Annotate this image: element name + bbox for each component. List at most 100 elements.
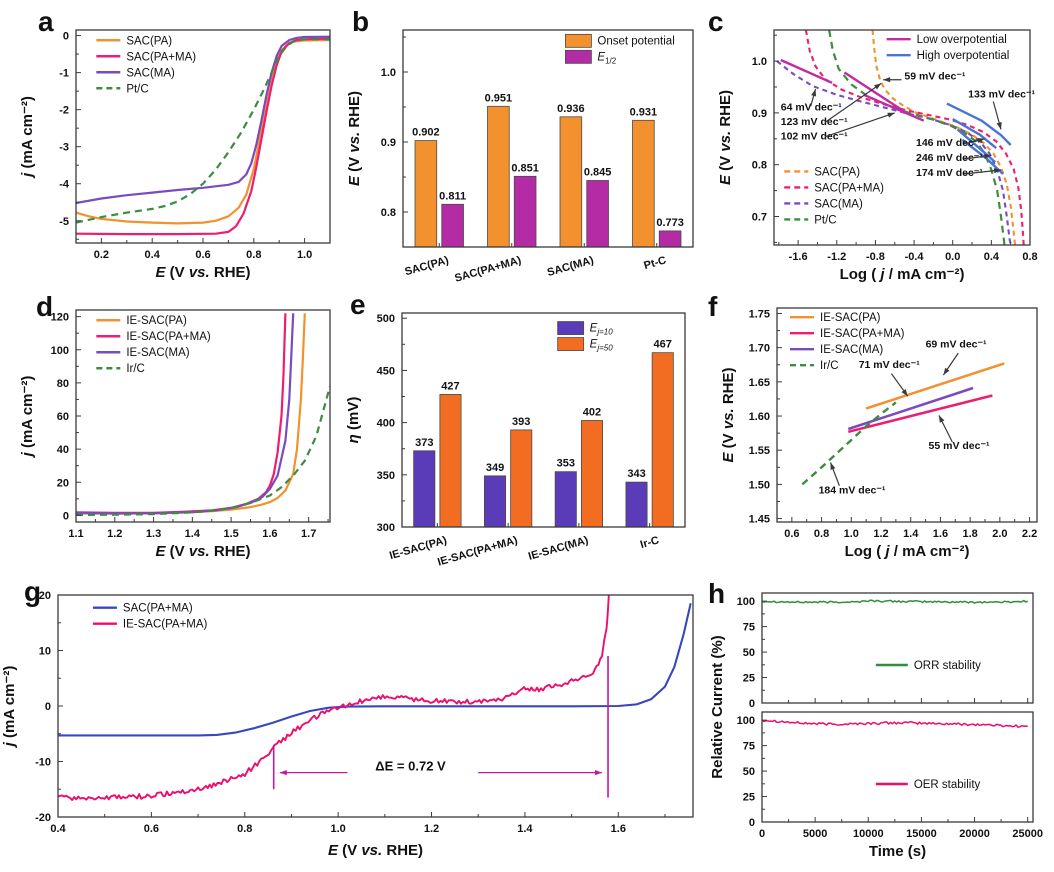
svg-text:25000: 25000 <box>1012 828 1043 840</box>
svg-text:0.8: 0.8 <box>752 160 767 172</box>
svg-text:-3: -3 <box>59 142 69 154</box>
svg-text:60: 60 <box>57 411 69 423</box>
svg-text:1.75: 1.75 <box>749 308 770 320</box>
svg-text:349: 349 <box>486 462 504 474</box>
svg-text:10: 10 <box>39 646 51 658</box>
svg-text:0.8: 0.8 <box>237 823 252 835</box>
svg-text:Ej=10: Ej=10 <box>590 323 614 337</box>
svg-text:0.4: 0.4 <box>145 249 161 261</box>
svg-text:2.0: 2.0 <box>992 528 1007 540</box>
svg-text:1.0: 1.0 <box>844 528 859 540</box>
svg-text:10000: 10000 <box>853 828 884 840</box>
svg-text:j (mA cm⁻²): j (mA cm⁻²) <box>19 96 36 179</box>
panel-letter-e: e <box>350 289 366 320</box>
panel-letter-d: d <box>36 291 54 322</box>
svg-text:71 mV dec⁻¹: 71 mV dec⁻¹ <box>859 359 920 371</box>
svg-text:123 mV dec⁻¹: 123 mV dec⁻¹ <box>781 116 848 128</box>
svg-text:1.60: 1.60 <box>749 411 770 423</box>
svg-text:0.7: 0.7 <box>752 212 767 224</box>
svg-text:Ir-C: Ir-C <box>639 534 661 551</box>
svg-text:69 mV dec⁻¹: 69 mV dec⁻¹ <box>926 339 987 351</box>
svg-text:E (V vs. RHE): E (V vs. RHE) <box>328 842 423 859</box>
svg-text:1.6: 1.6 <box>611 823 626 835</box>
svg-text:IE-SAC(PA+MA): IE-SAC(PA+MA) <box>820 328 905 340</box>
svg-text:427: 427 <box>441 380 459 392</box>
svg-text:SAC(PA): SAC(PA) <box>126 35 172 47</box>
svg-text:IE-SAC(PA): IE-SAC(PA) <box>820 312 881 324</box>
svg-text:0.9: 0.9 <box>381 137 396 149</box>
svg-text:343: 343 <box>627 468 645 480</box>
svg-text:Time (s): Time (s) <box>869 843 926 860</box>
svg-text:0.2: 0.2 <box>94 249 109 261</box>
panel-d-oer-lsv-chart: 1.1 1.2 1.3 1.4 1.5 1.6 1.7 0 20 40 60 80 100 120 E (V… <box>19 309 331 560</box>
panel-h-stability-chart: 0 25 50 75 100 Relative Current (%) ORR stabil… <box>709 592 1043 860</box>
svg-text:50: 50 <box>743 766 755 778</box>
svg-text:350: 350 <box>377 470 395 482</box>
svg-text:0: 0 <box>749 698 755 710</box>
svg-text:0.773: 0.773 <box>656 217 684 229</box>
svg-text:1.2: 1.2 <box>424 823 439 835</box>
svg-text:SAC(PA+MA): SAC(PA+MA) <box>814 182 884 194</box>
svg-text:500: 500 <box>377 313 395 325</box>
svg-text:1.2: 1.2 <box>873 528 888 540</box>
svg-text:j (mA cm⁻²): j (mA cm⁻²) <box>1 666 18 749</box>
svg-text:SAC(MA): SAC(MA) <box>546 254 595 279</box>
svg-text:-0.4: -0.4 <box>905 251 925 263</box>
svg-text:OER stability: OER stability <box>914 779 981 791</box>
svg-text:1.2: 1.2 <box>107 528 122 540</box>
svg-text:Log ( j / mA cm⁻²): Log ( j / mA cm⁻²) <box>840 266 965 283</box>
svg-text:Ir/C: Ir/C <box>126 363 145 375</box>
svg-text:SAC(PA): SAC(PA) <box>814 166 860 178</box>
svg-text:ΔE = 0.72 V: ΔE = 0.72 V <box>375 758 446 773</box>
svg-text:Log ( j / mA cm⁻²): Log ( j / mA cm⁻²) <box>845 543 970 560</box>
svg-text:1.8: 1.8 <box>962 528 977 540</box>
svg-text:1.7: 1.7 <box>301 528 316 540</box>
panel-letter-g: g <box>24 576 42 607</box>
svg-text:1.0: 1.0 <box>297 249 312 261</box>
svg-text:1.65: 1.65 <box>749 377 770 389</box>
svg-text:20: 20 <box>57 477 69 489</box>
svg-text:40: 40 <box>57 444 69 456</box>
svg-text:Onset potential: Onset potential <box>597 35 674 47</box>
svg-text:75: 75 <box>743 741 755 753</box>
svg-text:-1: -1 <box>59 68 69 80</box>
svg-text:0.0: 0.0 <box>945 251 960 263</box>
svg-text:80: 80 <box>57 378 69 390</box>
svg-text:E (V vs. RHE): E (V vs. RHE) <box>720 367 737 462</box>
svg-text:E (V vs. RHE): E (V vs. RHE) <box>346 91 363 186</box>
panel-letter-c: c <box>708 6 724 37</box>
svg-text:0.8: 0.8 <box>246 249 261 261</box>
svg-text:0.9: 0.9 <box>752 108 767 120</box>
svg-text:0.4: 0.4 <box>50 823 66 835</box>
panel-c-orr-tafel-chart: -1.6 -1.2 -0.8 -0.4 0.0 0.4 0.8 0.7 0.8 0.9 1.0 Log… <box>717 29 1038 283</box>
panel-letter-a: a <box>38 6 54 37</box>
svg-text:j (mA cm⁻²): j (mA cm⁻²) <box>19 376 36 459</box>
svg-text:SAC(MA): SAC(MA) <box>126 67 175 79</box>
svg-text:15000: 15000 <box>906 828 937 840</box>
svg-text:-4: -4 <box>59 179 70 191</box>
svg-text:E (V vs. RHE): E (V vs. RHE) <box>155 264 250 281</box>
svg-text:0: 0 <box>759 828 765 840</box>
svg-text:146 mV dec⁻¹: 146 mV dec⁻¹ <box>916 137 983 149</box>
svg-text:-1.6: -1.6 <box>789 251 808 263</box>
svg-text:High overpotential: High overpotential <box>917 50 1010 62</box>
svg-text:1.1: 1.1 <box>68 528 83 540</box>
svg-text:IE-SAC(PA): IE-SAC(PA) <box>126 315 187 327</box>
svg-text:174 mV dec⁻¹: 174 mV dec⁻¹ <box>916 167 983 179</box>
svg-text:184 mV dec⁻¹: 184 mV dec⁻¹ <box>819 484 886 496</box>
svg-text:59 mV dec⁻¹: 59 mV dec⁻¹ <box>904 71 965 83</box>
svg-text:0: 0 <box>45 701 51 713</box>
svg-text:1.55: 1.55 <box>749 445 770 457</box>
svg-text:E1/2: E1/2 <box>597 51 616 65</box>
svg-text:2.2: 2.2 <box>1022 528 1037 540</box>
svg-text:1.5: 1.5 <box>223 528 238 540</box>
svg-text:-1.2: -1.2 <box>827 251 846 263</box>
svg-text:100: 100 <box>737 596 755 608</box>
svg-text:373: 373 <box>415 437 433 449</box>
svg-text:E (V vs. RHE): E (V vs. RHE) <box>155 543 250 560</box>
svg-text:5000: 5000 <box>803 828 827 840</box>
svg-text:0: 0 <box>63 31 69 43</box>
svg-text:0: 0 <box>63 510 69 522</box>
svg-text:0.851: 0.851 <box>511 162 539 174</box>
